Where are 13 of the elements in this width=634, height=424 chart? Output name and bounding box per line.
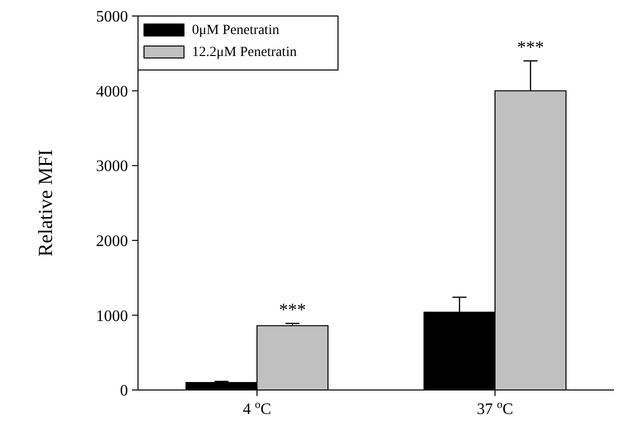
- y-tick-label: 0: [120, 382, 128, 400]
- y-tick-label: 5000: [96, 8, 128, 26]
- legend-label: 12.2μM Penetratin: [192, 45, 297, 60]
- x-tick-label: 37 $^{o}$C: [476, 399, 514, 418]
- annotation: ***: [517, 36, 544, 57]
- y-axis-title: Relative MFI: [35, 149, 57, 257]
- y-tick-label: 1000: [96, 308, 128, 325]
- annotation: ***: [279, 299, 306, 320]
- y-tick-label: 3000: [96, 158, 128, 176]
- legend-label: 0μM Penetratin: [192, 23, 280, 38]
- y-tick-label: 4000: [96, 83, 128, 100]
- y-tick-label: 2000: [96, 233, 128, 250]
- x-tick-label: 4 $^{o}$C: [242, 399, 272, 418]
